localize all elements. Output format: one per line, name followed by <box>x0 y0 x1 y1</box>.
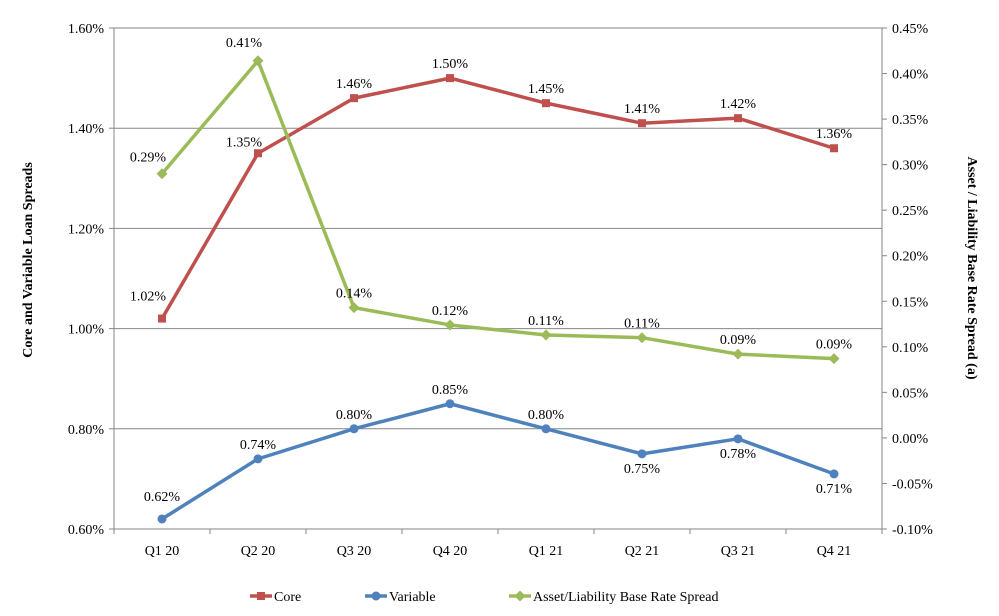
x-tick-label: Q2 20 <box>241 544 276 559</box>
circle-marker <box>349 424 359 434</box>
diamond-marker <box>252 55 264 67</box>
diamond-marker <box>444 319 456 331</box>
data-label: 0.09% <box>816 338 853 353</box>
data-label: 0.09% <box>720 333 757 348</box>
legend: Core Variable Asset/Liability Base Rate Sp… <box>250 590 718 605</box>
right-tick-label: -0.05% <box>892 477 933 492</box>
data-label: 0.85% <box>432 383 469 398</box>
series-variable <box>157 399 839 524</box>
right-tick-label: 0.45% <box>892 22 929 37</box>
left-axis-title: Core and Variable Loan Spreads <box>21 162 36 358</box>
axes: 0.60% 0.80% 1.00% 1.20% 1.40% 1.60% -0.10% -0.0… <box>68 22 933 559</box>
legend-item: Core <box>250 590 301 605</box>
series-asset-liability-base-rate-spread <box>156 55 840 365</box>
data-label: 1.35% <box>226 135 263 150</box>
circle-marker <box>445 399 455 409</box>
right-tick-label: -0.10% <box>892 523 933 538</box>
diamond-marker <box>348 302 360 314</box>
series-layer <box>156 55 840 524</box>
series-core <box>158 74 838 323</box>
data-label: 0.80% <box>336 408 373 423</box>
data-label: 0.11% <box>528 314 564 329</box>
left-tick-label: 1.60% <box>68 22 105 37</box>
right-tick-label: 0.10% <box>892 341 929 356</box>
legend-label: Variable <box>389 590 436 605</box>
data-label: 0.78% <box>720 447 757 462</box>
data-label: 0.41% <box>226 36 263 51</box>
right-tick-label: 0.40% <box>892 68 929 83</box>
x-tick-label: Q4 21 <box>817 544 852 559</box>
legend-item: Asset/Liability Base Rate Spread <box>509 590 718 605</box>
data-label: 0.71% <box>816 482 853 497</box>
diamond-marker <box>732 348 744 360</box>
data-label: 0.14% <box>336 287 373 302</box>
x-tick-label: Q2 21 <box>625 544 660 559</box>
x-tick-label: Q1 21 <box>529 544 564 559</box>
left-tick-label: 0.60% <box>68 523 105 538</box>
square-marker <box>350 94 358 103</box>
legend-label: Asset/Liability Base Rate Spread <box>533 590 718 605</box>
circle-marker <box>371 591 381 601</box>
square-marker <box>446 74 454 83</box>
square-marker <box>830 144 838 153</box>
circle-marker <box>157 514 167 524</box>
legend-label: Core <box>274 590 301 605</box>
square-marker <box>257 592 265 600</box>
square-marker <box>638 119 646 128</box>
right-tick-label: 0.00% <box>892 432 929 447</box>
square-marker <box>542 99 550 108</box>
data-label: 1.45% <box>528 82 565 97</box>
left-tick-label: 1.40% <box>68 122 105 137</box>
x-tick-label: Q4 20 <box>433 544 468 559</box>
data-label: 1.41% <box>624 102 661 117</box>
data-label: 0.29% <box>130 151 167 166</box>
series-line <box>161 402 835 521</box>
data-label: 0.62% <box>144 490 181 505</box>
left-tick-label: 1.20% <box>68 222 105 237</box>
square-marker <box>254 149 262 158</box>
series-line <box>160 59 835 361</box>
right-tick-label: 0.35% <box>892 113 929 128</box>
square-marker <box>734 114 742 123</box>
data-label: 1.42% <box>720 97 757 112</box>
data-label: 0.12% <box>432 304 469 319</box>
left-tick-label: 0.80% <box>68 423 105 438</box>
diamond-marker <box>540 329 552 341</box>
right-tick-label: 0.20% <box>892 250 929 265</box>
x-tick-label: Q1 20 <box>145 544 180 559</box>
data-label: 1.46% <box>336 77 373 92</box>
right-tick-label: 0.05% <box>892 386 929 401</box>
data-label: 1.02% <box>130 290 167 305</box>
data-label: 0.11% <box>624 317 660 332</box>
right-tick-label: 0.25% <box>892 204 929 219</box>
left-tick-label: 1.00% <box>68 323 105 338</box>
x-tick-label: Q3 21 <box>721 544 756 559</box>
right-tick-label: 0.15% <box>892 295 929 310</box>
circle-marker <box>733 434 743 444</box>
data-label: 0.80% <box>528 408 565 423</box>
x-tick-label: Q3 20 <box>337 544 372 559</box>
gridlines <box>114 27 882 430</box>
data-label: 1.36% <box>816 127 853 142</box>
circle-marker <box>829 469 839 479</box>
data-label: 1.50% <box>432 57 469 72</box>
circle-marker <box>637 449 647 459</box>
data-label: 0.75% <box>624 462 661 477</box>
data-label: 0.74% <box>240 438 277 453</box>
circle-marker <box>541 424 551 434</box>
right-tick-label: 0.30% <box>892 159 929 174</box>
diamond-marker <box>156 168 168 180</box>
diamond-marker <box>514 590 526 602</box>
legend-item: Variable <box>365 590 436 605</box>
series-line <box>160 76 835 320</box>
right-axis-title: Asset / Liability Base Rate Spread (a) <box>964 157 979 380</box>
circle-marker <box>253 454 263 464</box>
square-marker <box>158 314 166 323</box>
diamond-marker <box>636 332 648 344</box>
data-labels: 1.02% 1.35% 1.46% 1.50% 1.45% 1.41% 1.42% 1.36%… <box>130 36 853 505</box>
diamond-marker <box>828 353 840 365</box>
